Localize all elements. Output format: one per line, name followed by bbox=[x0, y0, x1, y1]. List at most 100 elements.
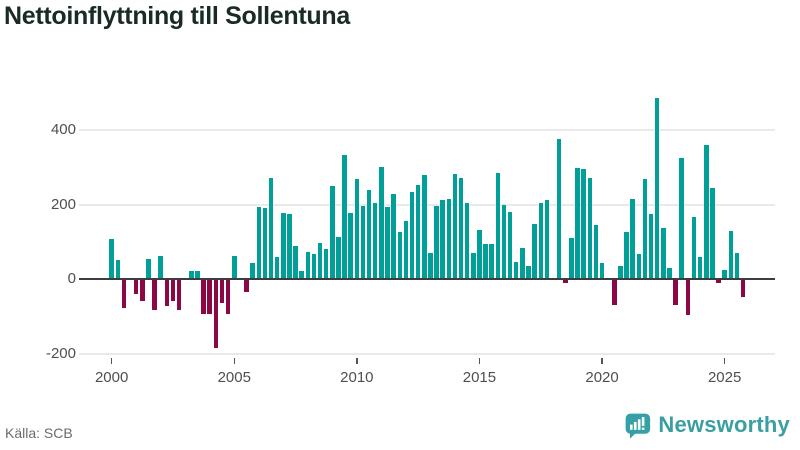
bar-2006-Q3 bbox=[268, 178, 274, 279]
bar-2023-Q3 bbox=[685, 279, 691, 316]
bar-2021-Q4 bbox=[642, 179, 648, 279]
bar-2002-Q4 bbox=[176, 279, 182, 310]
bar-2009-Q3 bbox=[342, 154, 347, 279]
bar-2007-Q4 bbox=[299, 271, 304, 279]
bar-2016-Q4 bbox=[520, 248, 525, 279]
bar-2004-Q1 bbox=[207, 279, 212, 315]
x-tick bbox=[478, 358, 481, 364]
bar-2005-Q4 bbox=[250, 263, 255, 279]
bar-2008-Q3 bbox=[317, 243, 323, 279]
bar-2002-Q1 bbox=[158, 256, 163, 279]
newsworthy-logo-icon bbox=[626, 413, 651, 439]
bar-2007-Q2 bbox=[287, 214, 292, 279]
bar-2009-Q4 bbox=[348, 212, 353, 279]
bar-2014-Q3 bbox=[464, 202, 470, 279]
bar-2003-Q4 bbox=[201, 279, 206, 315]
bar-2019-Q3 bbox=[587, 178, 593, 279]
bar-2021-Q1 bbox=[624, 232, 629, 279]
y-axis-tick-label: 400 bbox=[50, 121, 76, 138]
bar-2021-Q3 bbox=[636, 254, 642, 279]
bar-2003-Q3 bbox=[195, 271, 200, 279]
bar-2008-Q1 bbox=[305, 251, 311, 279]
bar-2005-Q3 bbox=[244, 279, 249, 293]
newsworthy-logo-text: Newsworthy bbox=[658, 412, 790, 437]
x-tick bbox=[723, 358, 726, 364]
chart-title: Nettoinflyttning till Sollentuna bbox=[4, 2, 350, 30]
bar-2000-Q1 bbox=[109, 239, 114, 279]
bar-2011-Q2 bbox=[385, 206, 390, 279]
gridline bbox=[79, 203, 775, 206]
x-axis-tick-label: 2020 bbox=[585, 369, 619, 386]
bar-2018-Q2 bbox=[556, 139, 562, 279]
bar-2020-Q3 bbox=[612, 279, 617, 306]
bar-2017-Q4 bbox=[544, 200, 550, 279]
x-tick bbox=[233, 358, 235, 364]
gridline bbox=[79, 129, 775, 131]
bar-2008-Q4 bbox=[323, 249, 329, 279]
bar-2009-Q1 bbox=[330, 185, 335, 279]
bar-2017-Q3 bbox=[538, 202, 543, 279]
bar-2004-Q3 bbox=[219, 279, 225, 303]
bar-chart-plot: 400 200 0 -200 2000 2005 2010 2015 2020 2025 bbox=[45, 98, 775, 386]
bar-2011-Q4 bbox=[397, 231, 402, 279]
bar-2002-Q3 bbox=[170, 279, 176, 301]
bar-2002-Q2 bbox=[164, 279, 170, 306]
x-axis-tick-label: 2025 bbox=[707, 369, 742, 386]
y-axis-tick-label: 0 bbox=[67, 270, 76, 287]
bar-2018-Q3 bbox=[563, 279, 568, 284]
bar-2006-Q2 bbox=[262, 207, 268, 279]
bar-2001-Q3 bbox=[146, 258, 151, 279]
bar-2023-Q2 bbox=[679, 158, 684, 279]
bar-2006-Q1 bbox=[256, 206, 262, 279]
bar-2005-Q1 bbox=[232, 255, 237, 279]
bar-2004-Q2 bbox=[213, 279, 219, 349]
bar-2013-Q3 bbox=[440, 200, 445, 279]
bar-2017-Q1 bbox=[526, 265, 531, 279]
bar-2013-Q1 bbox=[428, 252, 433, 279]
x-axis-tick-label: 2000 bbox=[94, 369, 129, 386]
bar-2007-Q3 bbox=[293, 245, 298, 279]
bar-2021-Q2 bbox=[630, 198, 635, 279]
bar-2012-Q1 bbox=[403, 220, 409, 279]
bar-2001-Q2 bbox=[140, 279, 145, 302]
newsworthy-logo: Newsworthy bbox=[623, 411, 790, 439]
x-tick bbox=[110, 358, 113, 364]
bar-2022-Q2 bbox=[654, 98, 660, 279]
bar-2006-Q4 bbox=[274, 256, 280, 279]
bar-2007-Q1 bbox=[281, 212, 286, 279]
bar-2025-Q2 bbox=[728, 230, 734, 279]
bar-2008-Q2 bbox=[311, 254, 317, 279]
gridline bbox=[79, 352, 775, 355]
bar-2016-Q1 bbox=[501, 204, 507, 279]
zero-axis-line bbox=[79, 277, 775, 281]
bar-2014-Q2 bbox=[458, 177, 464, 279]
bar-2014-Q1 bbox=[452, 174, 458, 279]
bar-2013-Q2 bbox=[434, 205, 439, 279]
bar-2010-Q2 bbox=[360, 205, 366, 279]
bar-2009-Q2 bbox=[336, 236, 341, 279]
x-tick bbox=[356, 358, 358, 364]
x-tick bbox=[601, 358, 603, 364]
bar-2022-Q1 bbox=[648, 214, 654, 279]
y-axis-tick-label: -200 bbox=[45, 344, 76, 362]
bar-2022-Q4 bbox=[667, 268, 672, 279]
x-axis-tick-label: 2015 bbox=[462, 369, 497, 386]
bar-2015-Q1 bbox=[477, 229, 482, 279]
bar-2001-Q1 bbox=[133, 279, 139, 294]
bar-2011-Q3 bbox=[391, 194, 396, 279]
bar-2019-Q1 bbox=[575, 168, 580, 279]
y-axis-tick-label: 200 bbox=[50, 195, 76, 213]
bar-2016-Q3 bbox=[513, 262, 519, 279]
bar-2020-Q4 bbox=[618, 265, 623, 279]
bar-2015-Q3 bbox=[489, 243, 494, 279]
source-label: Källa: SCB bbox=[5, 425, 73, 441]
bar-2013-Q4 bbox=[446, 199, 452, 279]
bar-2017-Q2 bbox=[532, 223, 537, 279]
bar-2000-Q2 bbox=[115, 259, 121, 279]
bar-2012-Q4 bbox=[422, 175, 427, 279]
bar-2004-Q4 bbox=[225, 279, 231, 315]
bar-2012-Q3 bbox=[415, 185, 421, 279]
bar-2019-Q2 bbox=[581, 169, 586, 279]
bar-2010-Q4 bbox=[372, 202, 378, 279]
bar-2000-Q3 bbox=[121, 279, 127, 309]
